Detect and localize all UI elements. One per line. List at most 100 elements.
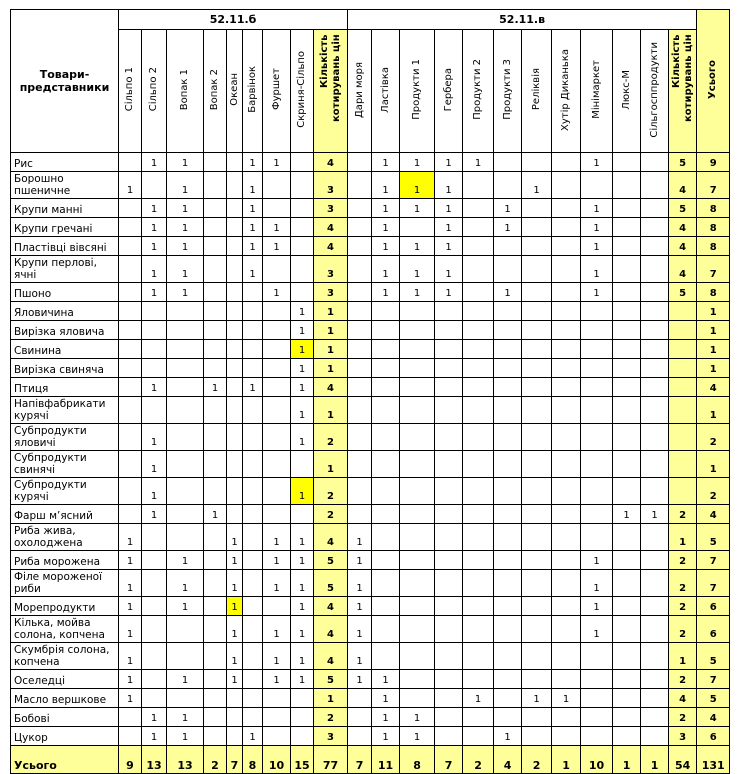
quote-cell [640, 301, 670, 321]
quote-cell: 1 [290, 301, 314, 321]
quote-cell [462, 596, 495, 616]
product-name: Субпродукти яловичі [10, 423, 119, 451]
table-row: Пластівці вівсяні 1 1 1 1 4 1 1 1 1 4 8 [10, 236, 731, 256]
quote-cell [118, 358, 142, 378]
quote-cell [493, 569, 523, 597]
quote-cell [551, 726, 582, 746]
column-header-label: Кількість котирувань цін [318, 33, 342, 122]
quote-cell [640, 423, 670, 451]
quote-cell [551, 596, 582, 616]
quote-cell [347, 423, 373, 451]
quote-cell [226, 450, 243, 478]
quote-cell [551, 423, 582, 451]
quote-cell [462, 550, 495, 570]
quote-cell: 1 [521, 171, 553, 199]
quote-cell [166, 301, 204, 321]
quote-cell [141, 615, 167, 643]
quote-cell [551, 198, 582, 218]
column-header-label: Продукти 2 [472, 59, 484, 120]
summary-cell: 2 [668, 550, 698, 570]
quote-cell [290, 236, 314, 256]
quote-cell: 1 [551, 688, 582, 708]
quote-cell [580, 642, 614, 670]
quote-cell: 1 [226, 615, 243, 643]
column-header: Мінімаркет [580, 29, 614, 153]
quote-cell [203, 423, 227, 451]
summary-cell: 2 [312, 477, 349, 505]
quote-cell [399, 688, 436, 708]
product-name: Крупи манні [10, 198, 119, 218]
quote-cell [640, 477, 670, 505]
quote-cell: 1 [141, 152, 167, 172]
quote-cell [347, 301, 373, 321]
quote-cell: 1 [166, 217, 204, 237]
quote-cell [434, 669, 464, 689]
quote-cell [462, 255, 495, 283]
summary-cell: 4 [312, 596, 349, 616]
quote-cell [640, 255, 670, 283]
quote-cell [434, 726, 464, 746]
quote-cell [399, 423, 436, 451]
summary-cell: 7 [696, 669, 731, 689]
quote-cell [141, 569, 167, 597]
quote-cell: 1 [118, 523, 142, 551]
quote-cell [118, 396, 142, 424]
product-name: Яловичина [10, 301, 119, 321]
quote-cell [640, 320, 670, 340]
quote-cell [399, 377, 436, 397]
quote-cell [462, 320, 495, 340]
quote-cell: 1 [612, 745, 642, 774]
quote-cell [640, 396, 670, 424]
quote-cell [551, 152, 582, 172]
quote-cell [612, 707, 642, 727]
summary-cell: 4 [312, 523, 349, 551]
quote-cell [290, 255, 314, 283]
quote-cell [347, 236, 373, 256]
quote-cell: 1 [580, 569, 614, 597]
column-header: Ластівка [371, 29, 401, 153]
quote-cell [612, 152, 642, 172]
quote-cell [493, 396, 523, 424]
quote-cell: 1 [551, 745, 582, 774]
quote-cell [434, 477, 464, 505]
quote-cell [203, 707, 227, 727]
quote-cell [371, 450, 401, 478]
quote-cell [640, 377, 670, 397]
table-row: Рис 1 1 1 1 4 1 1 1 1 1 5 9 [10, 152, 731, 172]
quote-cell [262, 423, 291, 451]
quote-cell [462, 339, 495, 359]
quote-cell: 1 [347, 569, 373, 597]
quote-cell: 1 [226, 596, 243, 616]
quote-cell: 1 [493, 726, 523, 746]
quote-cell [262, 255, 291, 283]
quote-cell: 1 [434, 255, 464, 283]
quote-cell [118, 282, 142, 302]
quote-cell [493, 642, 523, 670]
quote-cell: 1 [242, 726, 263, 746]
table-row: Оселедці 1 1 1 1 1 5 1 1 2 7 [10, 669, 731, 689]
summary-cell [668, 396, 698, 424]
quote-cell: 1 [118, 171, 142, 199]
quote-cell [640, 726, 670, 746]
quote-cell: 1 [612, 504, 642, 524]
quote-cell [521, 707, 553, 727]
quote-cell [203, 477, 227, 505]
quote-cell [462, 642, 495, 670]
quote-cell: 1 [203, 504, 227, 524]
quote-cell [640, 669, 670, 689]
column-header-label: Хутір Диканька [560, 48, 572, 131]
header-total: Усього [696, 9, 731, 153]
table-row: Цукор 1 1 1 3 1 1 1 3 6 [10, 726, 731, 746]
product-name: Пшоно [10, 282, 119, 302]
quote-cell [347, 450, 373, 478]
summary-cell: 4 [696, 707, 731, 727]
quote-cell [166, 477, 204, 505]
quote-cell [580, 523, 614, 551]
quote-cell [580, 504, 614, 524]
quote-cell [226, 217, 243, 237]
summary-cell [668, 358, 698, 378]
quote-cell [493, 615, 523, 643]
summary-cell: 1 [696, 358, 731, 378]
quote-cell: 1 [141, 504, 167, 524]
quote-cell [262, 396, 291, 424]
